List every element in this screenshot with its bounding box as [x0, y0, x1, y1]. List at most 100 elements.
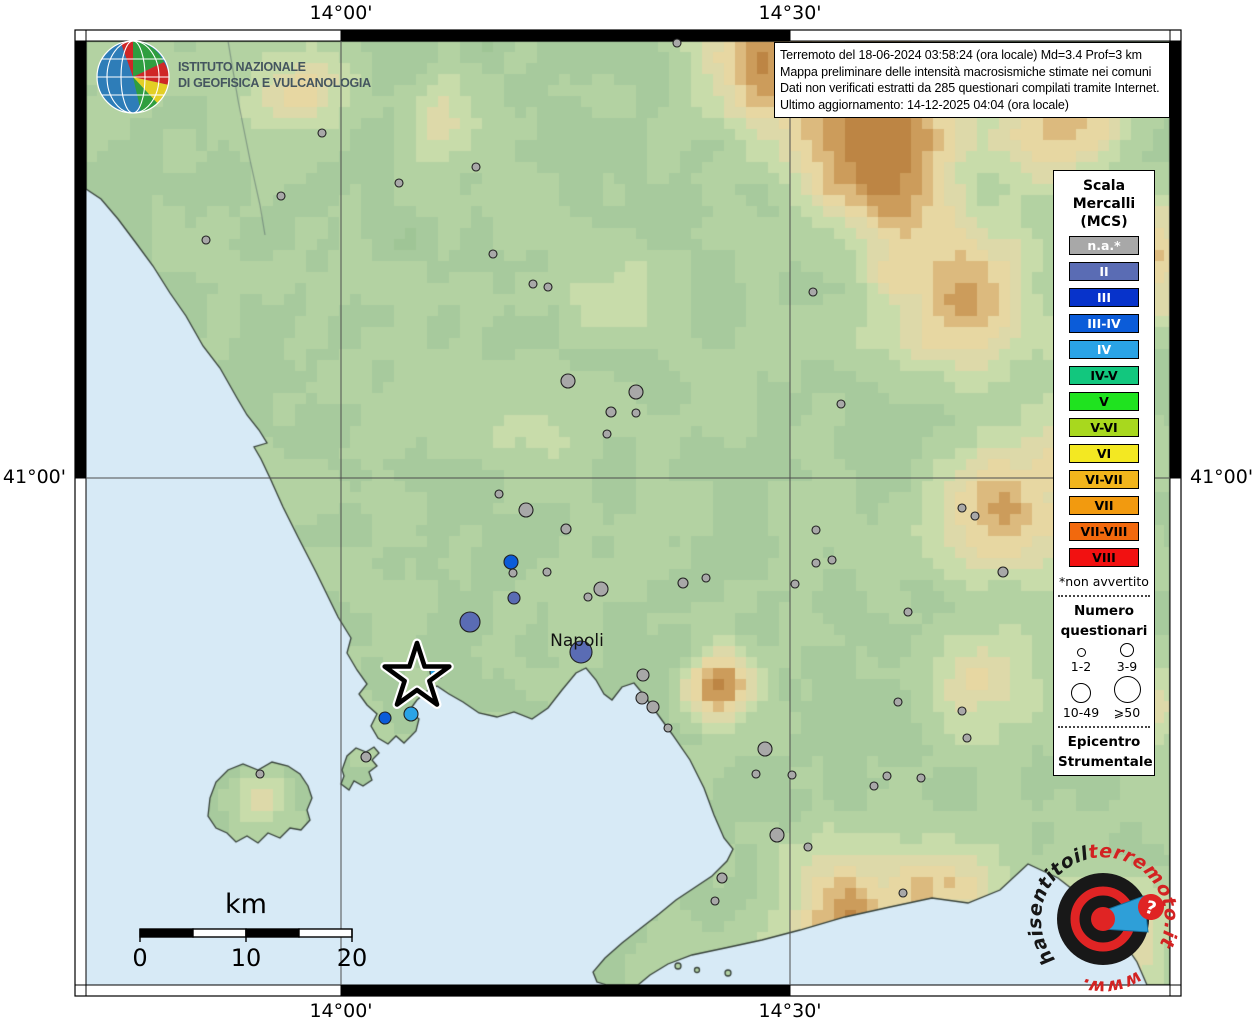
legend-swatches: n.a.* II III III-IV IV IV-V V V-VI VI VI-VII VII VI… — [1058, 236, 1150, 567]
comune-point-na — [970, 511, 980, 521]
comune-point-na — [201, 235, 211, 245]
epicenter-star — [380, 638, 454, 709]
comune-point-na — [276, 191, 286, 201]
graticule-lines — [86, 41, 1170, 985]
scale-bar-unit: km — [225, 889, 267, 920]
epicenter-title-line-0: Epicentro — [1067, 734, 1141, 750]
napoli-label: Napoli — [550, 631, 604, 651]
comune-point-na — [488, 249, 498, 259]
scale-bar: km 0 10 20 — [132, 889, 367, 972]
size-key-⩾50: ⩾50 — [1104, 676, 1150, 720]
comune-point-na — [605, 406, 617, 418]
comune-point-na — [811, 525, 821, 535]
questionnaires-title: Numero questionari — [1058, 601, 1150, 641]
comune-point-na — [528, 279, 538, 289]
comune-point-na — [360, 751, 372, 763]
comune-point-na — [710, 896, 720, 906]
legend-footnote: *non avvertito — [1059, 574, 1149, 589]
comune-point-na — [769, 827, 785, 843]
scale-bar-tick-1: 10 — [231, 944, 262, 972]
epicenter-title: Epicentro Strumentale — [1058, 732, 1153, 772]
comune-point-III-IV — [503, 554, 519, 570]
question-badge: ? — [1138, 894, 1164, 920]
size-key-circle — [1113, 676, 1141, 703]
comune-point-na — [677, 577, 689, 589]
ingv-name-line1: ISTITUTO NAZIONALE — [178, 60, 306, 74]
comune-point-na — [903, 607, 913, 617]
comune-point-na — [893, 697, 903, 707]
comune-point-na — [898, 888, 908, 898]
comune-point-na — [631, 408, 641, 418]
comune-point-na — [518, 502, 534, 518]
comune-point-II — [569, 640, 593, 664]
info-line-3: Ultimo aggiornamento: 14-12-2025 04:04 (… — [780, 97, 1069, 112]
info-box: Terremoto del 18-06-2024 03:58:24 (ora l… — [774, 42, 1170, 118]
comune-point-na — [593, 581, 609, 597]
legend-swatch-III: III — [1069, 288, 1139, 307]
frame-outline — [74, 29, 1182, 997]
legend-title: Scala Mercalli (MCS) — [1058, 177, 1150, 231]
comune-point-IV — [403, 706, 419, 722]
legend-swatch-VII: VII — [1069, 496, 1139, 515]
legend-swatch-VI: VI — [1069, 444, 1139, 463]
comune-point-na — [751, 769, 761, 779]
legend-title-line-1: Mercalli — [1072, 196, 1136, 212]
ingv-globe-icon — [96, 40, 170, 114]
coord-label-right-0: 41°00' — [1190, 466, 1254, 488]
coord-label-left-0: 41°00' — [2, 466, 66, 488]
comune-point-na — [255, 769, 265, 779]
map-frame — [74, 29, 1182, 997]
legend-swatch-VII-VIII: VII-VIII — [1069, 522, 1139, 541]
size-key-10-49: 10-49 — [1058, 676, 1104, 720]
intensity-points-layer — [201, 38, 1009, 906]
legend-divider — [1058, 595, 1150, 597]
comune-point-na — [542, 567, 552, 577]
comune-point-na — [787, 770, 797, 780]
ingv-name-line2: DI GEOFISICA E VULCANOLOGIA — [178, 76, 371, 90]
size-key-circle — [1120, 643, 1134, 657]
coord-label-bottom-0: 14°00' — [309, 1000, 373, 1022]
legend-swatch-IV-V: IV-V — [1069, 366, 1139, 385]
size-key-label: 1-2 — [1070, 659, 1092, 674]
scale-bar-tick-2: 20 — [337, 944, 368, 972]
info-line-2: Dati non verificati estratti da 285 ques… — [780, 81, 1160, 95]
legend-swatch-V: V — [1069, 392, 1139, 411]
comune-point-II — [459, 611, 481, 633]
legend-title-line-0: Scala — [1082, 178, 1126, 194]
size-key-circle — [1076, 648, 1086, 657]
comune-point-na — [672, 38, 682, 48]
coord-label-top-0: 14°00' — [309, 2, 373, 24]
size-key-label: ⩾50 — [1113, 705, 1141, 720]
comune-point-na — [636, 668, 650, 682]
comune-point-na — [957, 706, 967, 716]
comune-point-na — [716, 872, 728, 884]
info-line-1: Mappa preliminare delle intensità macros… — [780, 64, 1152, 79]
comune-point-na — [494, 489, 504, 499]
comune-point-na — [560, 373, 576, 389]
info-line-0: Terremoto del 18-06-2024 03:58:24 (ora l… — [780, 48, 1142, 62]
comune-point-na — [962, 733, 972, 743]
comune-point-na — [317, 128, 327, 138]
comune-point-na — [811, 558, 821, 568]
questionnaires-title-line-1: questionari — [1060, 623, 1148, 639]
comune-point-na — [628, 384, 644, 400]
comune-point-na — [663, 723, 673, 733]
comune-point-na — [808, 287, 818, 297]
legend-swatch-III-IV: III-IV — [1069, 314, 1139, 333]
size-key-circle — [1071, 683, 1091, 703]
legend-divider — [1058, 726, 1150, 728]
comune-point-na — [957, 503, 967, 513]
comune-point-na — [836, 399, 846, 409]
epicenter-title-line-1: Strumentale — [1058, 754, 1153, 770]
comune-point-na — [635, 691, 649, 705]
comune-point-na — [583, 592, 593, 602]
comune-point-na — [560, 523, 572, 535]
comune-point-na — [471, 162, 481, 172]
legend-swatch-II: II — [1069, 262, 1139, 281]
legend-swatch-V-VI: V-VI — [1069, 418, 1139, 437]
comune-point-na — [790, 579, 800, 589]
comune-point-na — [882, 771, 892, 781]
